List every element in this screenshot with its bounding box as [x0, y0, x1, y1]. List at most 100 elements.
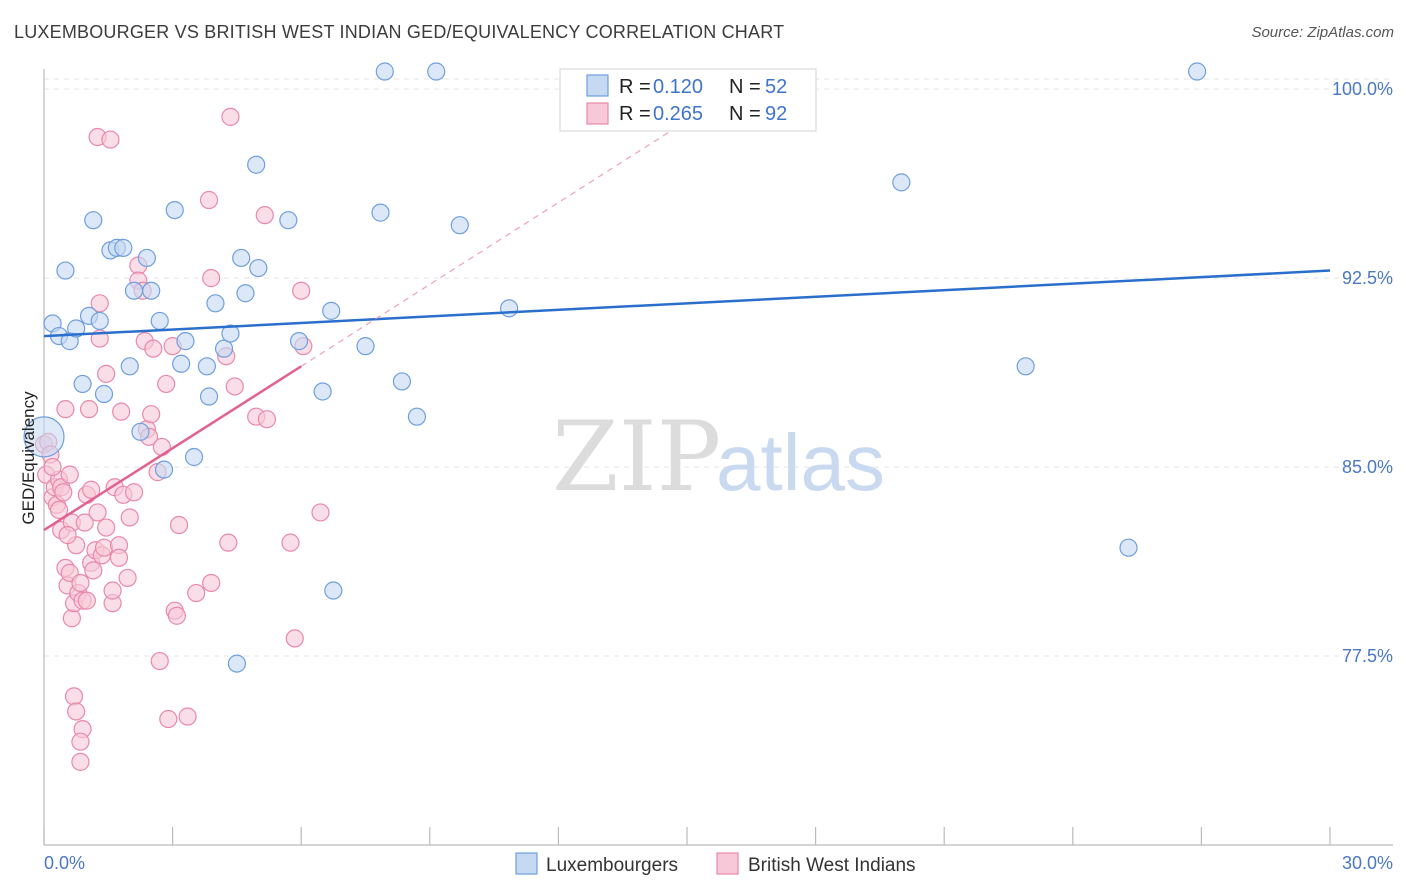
luxembourger-point	[279, 211, 298, 230]
british-west-indian-point	[311, 503, 330, 522]
british-west-indian-point	[54, 483, 73, 502]
british-west-indian-point	[67, 702, 86, 721]
luxembourger-point	[172, 354, 191, 373]
british-west-indian-point	[79, 400, 99, 419]
source-label: Source: ZipAtlas.com	[1251, 24, 1394, 41]
x-tick-label-min: 0.0%	[44, 853, 85, 873]
luxembourger-point	[427, 62, 446, 81]
series-legend: Luxembourgers British West Indians	[515, 852, 916, 876]
luxembourger-point	[214, 339, 234, 358]
british-west-indian-point	[58, 526, 77, 545]
bottom-legend-swatch-british-west-indians	[716, 852, 739, 875]
british-west-indian-point	[94, 538, 114, 557]
british-west-indian-point	[49, 500, 69, 520]
british-west-indian-point	[202, 269, 221, 288]
luxembourger-point	[23, 416, 65, 458]
luxembourger-point	[313, 382, 332, 401]
british-west-indian-point	[199, 190, 219, 210]
luxembourger-point	[221, 324, 240, 343]
legend-n-value: 92	[765, 103, 787, 125]
british-west-indian-point	[62, 609, 81, 628]
luxembourger-point	[407, 407, 427, 426]
legend-r-label: R =	[619, 103, 651, 125]
bottom-legend-swatch-luxembourgers	[515, 852, 538, 875]
luxembourger-point	[236, 284, 255, 303]
british-west-indian-point	[118, 568, 137, 588]
british-west-indian-point	[97, 364, 116, 383]
british-west-indian-point	[101, 130, 120, 149]
british-west-indian-point	[157, 374, 176, 394]
british-west-indian-point	[64, 687, 84, 706]
stats-legend: R = 0.120 N = 52 R = 0.265 N = 92	[559, 68, 817, 132]
luxembourger-point	[232, 248, 251, 268]
british-west-indian-point	[103, 581, 122, 600]
british-west-indian-point	[60, 465, 79, 484]
gridlines	[44, 78, 1394, 657]
bottom-legend-luxembourgers: Luxembourgers	[546, 855, 678, 876]
luxembourger-point	[322, 301, 341, 320]
british-west-indian-point	[219, 533, 238, 552]
british-west-indian-point	[152, 437, 171, 457]
british-west-indian-point	[187, 583, 206, 603]
luxembourger-point	[371, 203, 390, 222]
british-west-indian-point	[167, 606, 186, 625]
british-west-indian-point	[142, 405, 161, 424]
british-west-indian-point	[159, 709, 178, 729]
british-west-indian-point	[144, 339, 163, 358]
british-west-indian-point	[71, 752, 90, 771]
british-west-indian-point	[281, 533, 300, 552]
british-west-indian-point	[124, 483, 144, 502]
luxembourger-point	[324, 581, 343, 600]
british-west-indian-point	[120, 508, 139, 527]
luxembourger-point	[197, 357, 216, 376]
british-west-indian-point	[255, 206, 274, 225]
watermark-atlas: atlas	[716, 418, 885, 507]
british-west-indian-point	[84, 561, 103, 580]
luxembourger-point	[1188, 62, 1207, 81]
luxembourger-point	[500, 299, 519, 318]
legend-swatch-british-west-indians	[586, 102, 609, 125]
y-tick-label: 100.0%	[1332, 79, 1393, 99]
luxembourger-point	[249, 258, 268, 278]
luxembourger-point	[247, 155, 266, 174]
british-west-indian-point	[225, 377, 244, 396]
x-tick-label-max: 30.0%	[1342, 853, 1393, 873]
luxembourger-point	[114, 238, 133, 257]
luxembourger-point	[392, 372, 412, 391]
y-tick-label: 77.5%	[1342, 646, 1393, 666]
luxembourger-point	[67, 319, 86, 338]
luxembourger-point	[450, 216, 469, 235]
luxembourger-point	[165, 200, 184, 220]
british-west-indian-point	[221, 107, 240, 126]
legend-swatch-luxembourgers	[586, 74, 609, 97]
luxembourger-point	[120, 357, 139, 376]
luxembourger-point	[94, 384, 114, 404]
luxembourger-point	[206, 294, 225, 313]
luxembourger-point	[375, 62, 394, 81]
british-west-indian-point	[75, 513, 94, 532]
british-west-indian-trend-line	[43, 365, 302, 532]
british-west-indian-point	[90, 294, 109, 313]
british-west-indian-point	[43, 457, 62, 477]
luxembourger-point	[199, 387, 219, 406]
british-west-indian-point	[109, 548, 129, 567]
y-axis-label: GED/Equivalency	[19, 391, 38, 525]
legend-n-value: 52	[765, 76, 787, 98]
luxembourger-point	[892, 173, 911, 192]
luxembourger-point	[1016, 357, 1035, 376]
british-west-indian-point	[292, 281, 311, 300]
british-west-indian-trend-extension	[300, 120, 688, 367]
british-west-indian-point	[88, 503, 107, 522]
trend-lines	[43, 120, 1331, 532]
british-west-indian-point	[71, 732, 90, 751]
luxembourger-point	[356, 337, 375, 356]
luxembourger-trend-line	[43, 269, 1331, 338]
legend-n-label: N =	[729, 103, 761, 125]
luxembourger-point	[142, 281, 161, 300]
british-west-indian-point	[285, 629, 304, 648]
british-west-indian-point	[112, 402, 131, 421]
data-points	[23, 62, 1207, 771]
luxembourger-point	[1119, 538, 1138, 557]
luxembourger-point	[150, 311, 169, 331]
